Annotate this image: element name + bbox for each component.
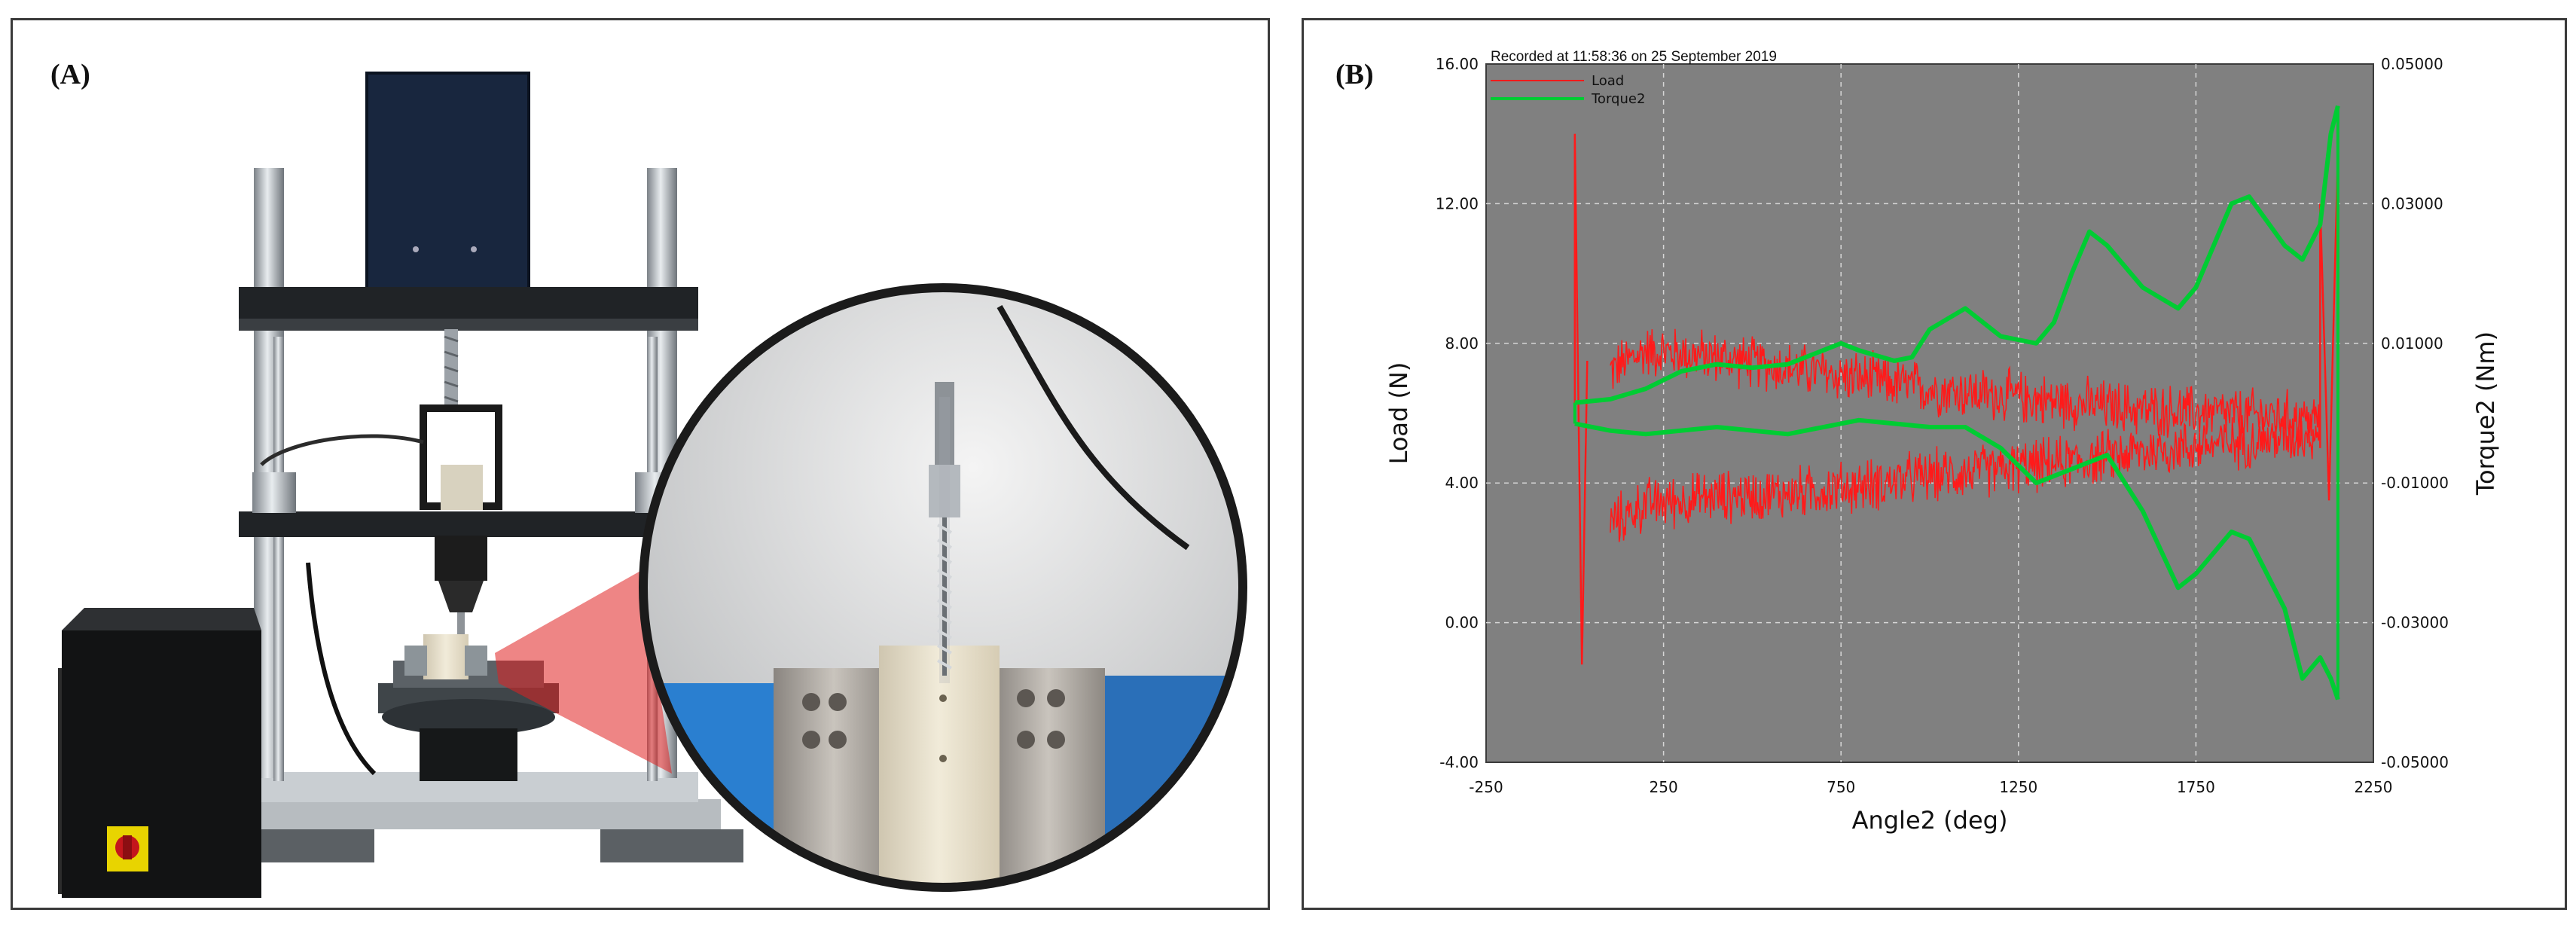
x-tick-label: 2250 xyxy=(2355,778,2393,796)
middle-crossbar xyxy=(239,511,698,537)
panel-a-label: (A) xyxy=(50,59,90,90)
recorded-note: Recorded at 11:58:36 on 25 September 201… xyxy=(1491,49,1777,65)
grid-lines xyxy=(1486,64,2373,762)
legend-label: Load xyxy=(1592,73,1624,89)
series-layer xyxy=(1573,105,2340,701)
x-tick-label: 1250 xyxy=(1999,778,2037,796)
y-tick-label-left: 4.00 xyxy=(1445,474,1479,492)
y-tick-label-right: -0.03000 xyxy=(2381,614,2449,632)
panel-b-label: (B) xyxy=(1335,59,1374,90)
panel-a: (A) xyxy=(11,18,1270,910)
y-tick-label-right: -0.05000 xyxy=(2381,753,2449,771)
y-tick-label-right: -0.01000 xyxy=(2381,474,2449,492)
y-tick-label-left: 16.00 xyxy=(1436,55,1479,73)
panel-b: (B) -250 250 750 1250 1750 2250 -4.00 -0.05000 0… xyxy=(1302,18,2567,910)
load-series-lower xyxy=(1610,412,2321,542)
machine-photo xyxy=(58,72,1247,898)
y-tick-label-right: 0.03000 xyxy=(2381,194,2443,212)
y-tick-label-left: 8.00 xyxy=(1445,334,1479,353)
legend: Load Torque2 xyxy=(1491,73,1645,107)
machine-base xyxy=(231,772,743,862)
y-tick-label-right: 0.01000 xyxy=(2381,334,2443,353)
drill-chuck xyxy=(435,536,487,635)
x-tick-label: -250 xyxy=(1469,778,1503,796)
x-tick-label: 1750 xyxy=(2177,778,2215,796)
zoom-inset xyxy=(639,283,1247,892)
x-tick-label: 750 xyxy=(1827,778,1855,796)
y-tick-label-left: -4.00 xyxy=(1439,753,1479,771)
load-series-spikes xyxy=(1573,133,2339,665)
y-tick-label-left: 0.00 xyxy=(1445,614,1479,632)
zoom-beam xyxy=(495,570,672,774)
load-torque-chart: -250 250 750 1250 1750 2250 -4.00 -0.05000 0.00 -… xyxy=(1384,49,2500,835)
lead-screw xyxy=(444,329,458,412)
x-tick-label: 250 xyxy=(1650,778,1678,796)
torque-series-upper xyxy=(1574,105,2340,405)
y-tick-label-right: 0.05000 xyxy=(2381,55,2443,73)
y-axis-label-left: Load (N) xyxy=(1384,362,1413,465)
controller-box xyxy=(58,608,261,898)
specimen-vise xyxy=(378,634,559,781)
top-crossbar xyxy=(239,287,698,322)
x-axis-label: Angle2 (deg) xyxy=(1852,806,2008,835)
y-axis-label-right: Torque2 (Nm) xyxy=(2471,331,2500,496)
load-cell-carriage xyxy=(260,404,502,510)
legend-label: Torque2 xyxy=(1591,91,1645,107)
motor-housing xyxy=(365,72,530,293)
torque-series-lower xyxy=(1574,417,2340,701)
axes: -250 250 750 1250 1750 2250 -4.00 -0.05000 0.00 -… xyxy=(1436,55,2449,796)
y-tick-label-left: 12.00 xyxy=(1436,194,1479,212)
